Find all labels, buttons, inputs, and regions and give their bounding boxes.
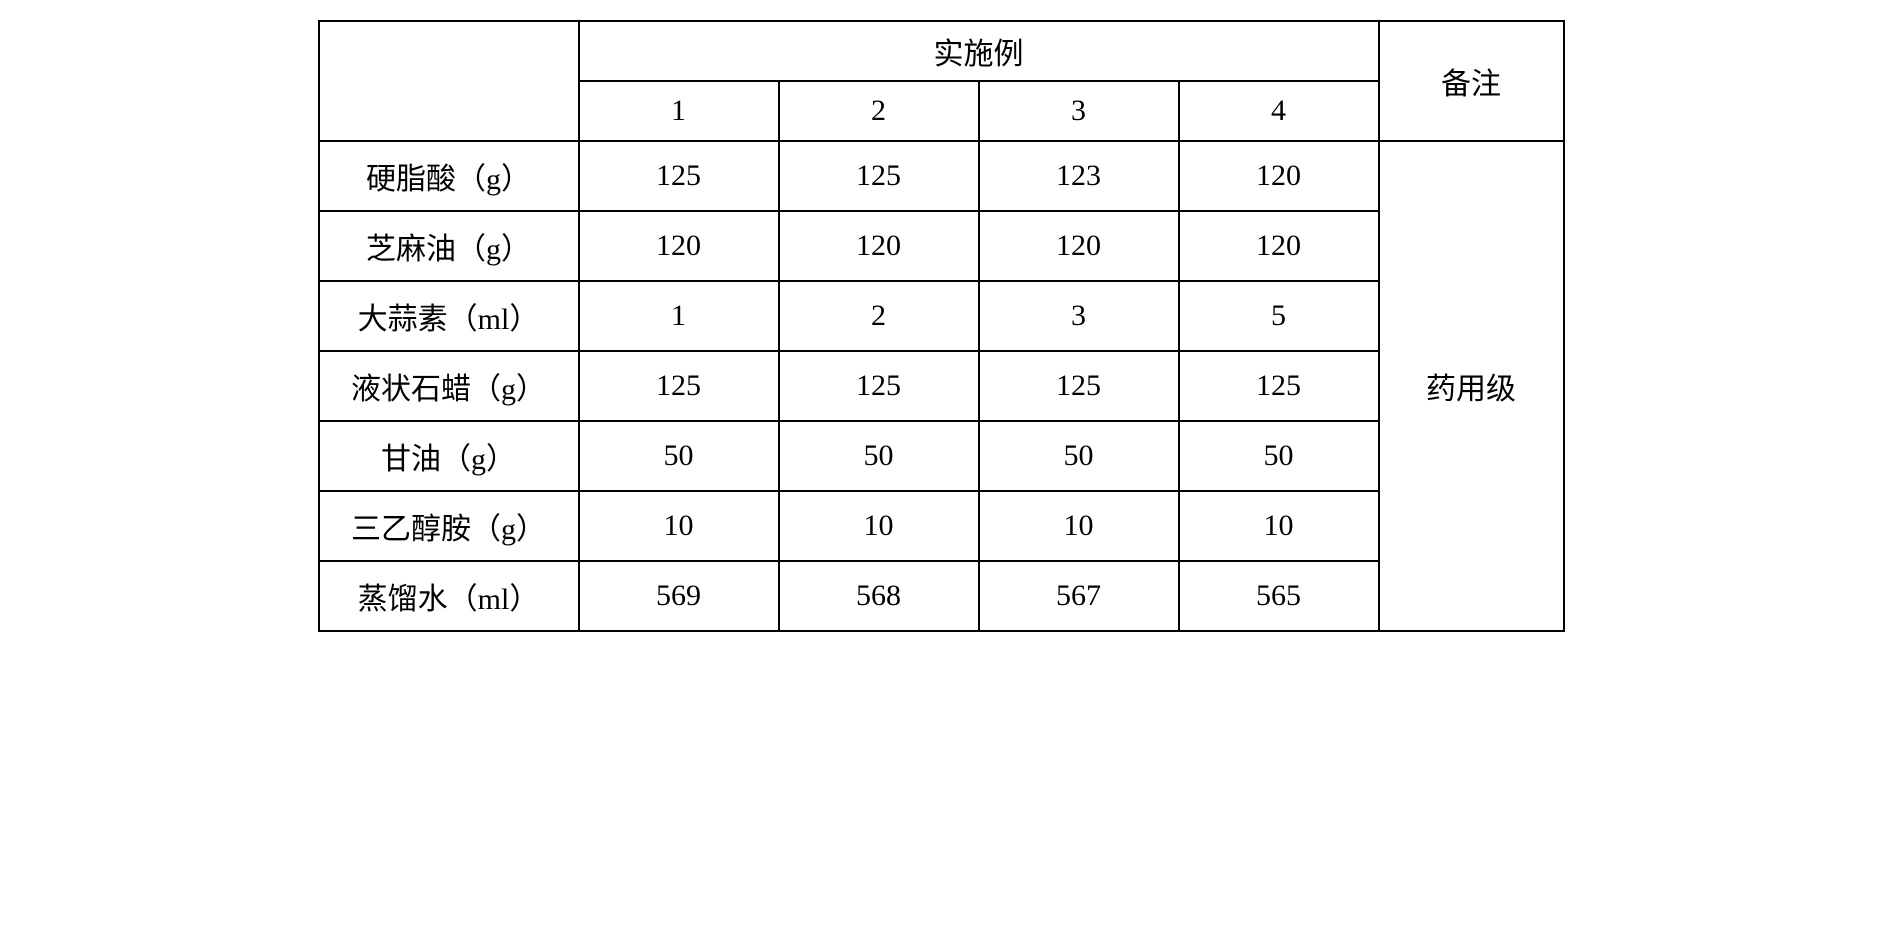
table-row: 蒸馏水（ml） 569 568 567 565	[319, 561, 1564, 631]
row-label: 蒸馏水（ml）	[319, 561, 579, 631]
cell-value: 125	[779, 351, 979, 421]
header-blank	[319, 21, 579, 141]
col-header-2: 2	[779, 81, 979, 141]
cell-value: 50	[579, 421, 779, 491]
col-header-4: 4	[1179, 81, 1379, 141]
cell-value: 567	[979, 561, 1179, 631]
row-label: 芝麻油（g）	[319, 211, 579, 281]
table-row: 芝麻油（g） 120 120 120 120	[319, 211, 1564, 281]
row-label: 大蒜素（ml）	[319, 281, 579, 351]
cell-value: 10	[579, 491, 779, 561]
cell-value: 120	[1179, 211, 1379, 281]
cell-value: 120	[1179, 141, 1379, 211]
row-label: 液状石蜡（g）	[319, 351, 579, 421]
table-row: 液状石蜡（g） 125 125 125 125	[319, 351, 1564, 421]
cell-value: 50	[779, 421, 979, 491]
row-label: 三乙醇胺（g）	[319, 491, 579, 561]
formulation-table: 实施例 备注 1 2 3 4 硬脂酸（g） 125 125 123 120 药用…	[318, 20, 1565, 632]
cell-value: 50	[979, 421, 1179, 491]
cell-value: 120	[779, 211, 979, 281]
col-header-3: 3	[979, 81, 1179, 141]
cell-value: 50	[1179, 421, 1379, 491]
cell-value: 125	[979, 351, 1179, 421]
col-header-1: 1	[579, 81, 779, 141]
cell-value: 125	[779, 141, 979, 211]
cell-value: 565	[1179, 561, 1379, 631]
note-body: 药用级	[1379, 141, 1564, 631]
cell-value: 125	[579, 141, 779, 211]
table-row: 大蒜素（ml） 1 2 3 5	[319, 281, 1564, 351]
cell-value: 10	[779, 491, 979, 561]
cell-value: 5	[1179, 281, 1379, 351]
cell-value: 2	[779, 281, 979, 351]
table-row: 三乙醇胺（g） 10 10 10 10	[319, 491, 1564, 561]
table-row: 甘油（g） 50 50 50 50	[319, 421, 1564, 491]
header-note: 备注	[1379, 21, 1564, 141]
table-header-row: 实施例 备注	[319, 21, 1564, 81]
cell-value: 120	[579, 211, 779, 281]
cell-value: 10	[1179, 491, 1379, 561]
cell-value: 569	[579, 561, 779, 631]
cell-value: 125	[579, 351, 779, 421]
table-row: 硬脂酸（g） 125 125 123 120 药用级	[319, 141, 1564, 211]
row-label: 硬脂酸（g）	[319, 141, 579, 211]
cell-value: 10	[979, 491, 1179, 561]
cell-value: 123	[979, 141, 1179, 211]
header-group-examples: 实施例	[579, 21, 1379, 81]
cell-value: 1	[579, 281, 779, 351]
cell-value: 3	[979, 281, 1179, 351]
cell-value: 125	[1179, 351, 1379, 421]
cell-value: 120	[979, 211, 1179, 281]
row-label: 甘油（g）	[319, 421, 579, 491]
cell-value: 568	[779, 561, 979, 631]
